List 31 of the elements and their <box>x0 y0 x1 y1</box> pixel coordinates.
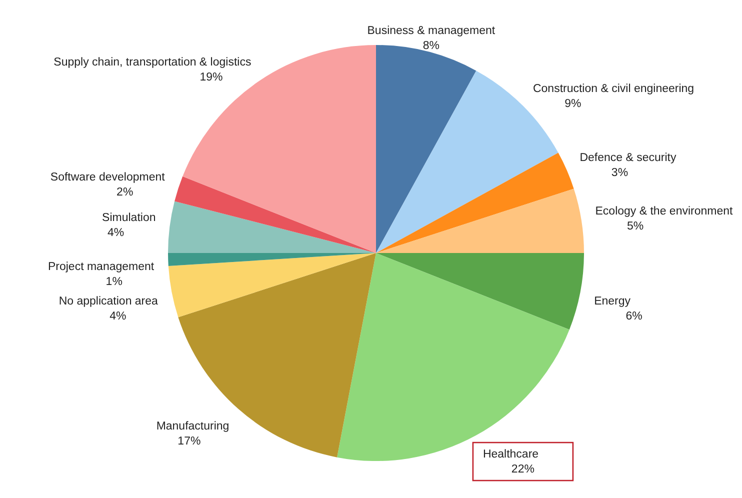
data-label: 4% <box>110 310 126 323</box>
slice-label: Simulation <box>102 212 156 224</box>
data-label: 17% <box>178 436 201 448</box>
data-label: 4% <box>107 227 124 240</box>
pie-slice <box>376 253 584 330</box>
data-label: 9% <box>564 98 582 110</box>
pie-slice <box>376 188 584 253</box>
data-label: 6% <box>626 310 642 323</box>
data-label: 3% <box>611 166 628 179</box>
pie-slice <box>337 253 570 461</box>
data-label: 1% <box>106 276 122 288</box>
data-label: 8% <box>422 40 440 52</box>
pie-slice <box>174 176 376 253</box>
data-label: 5% <box>626 220 644 232</box>
slice-label: No application area <box>58 296 159 308</box>
pie-slice <box>168 253 376 318</box>
slice-label: Defence & security <box>580 152 677 164</box>
slice-label: Manufacturing <box>156 420 230 433</box>
slice-label: Project management <box>48 260 155 273</box>
slice-label: Energy <box>594 296 631 308</box>
slice-label: Business & management <box>367 24 496 37</box>
data-label: 19% <box>200 71 223 84</box>
data-label: 22% <box>511 464 534 476</box>
slice-label: Construction & civil engineering <box>532 83 694 96</box>
slice-label: Software development <box>50 171 166 184</box>
slice-label: Supply chain, transportation & logistics <box>54 56 252 68</box>
pie-slice <box>168 201 376 253</box>
pie-slice <box>376 152 574 253</box>
slice-label: Healthcare <box>482 448 539 461</box>
slice-label: Ecology & the environment <box>595 205 734 218</box>
data-label: 2% <box>116 186 134 198</box>
